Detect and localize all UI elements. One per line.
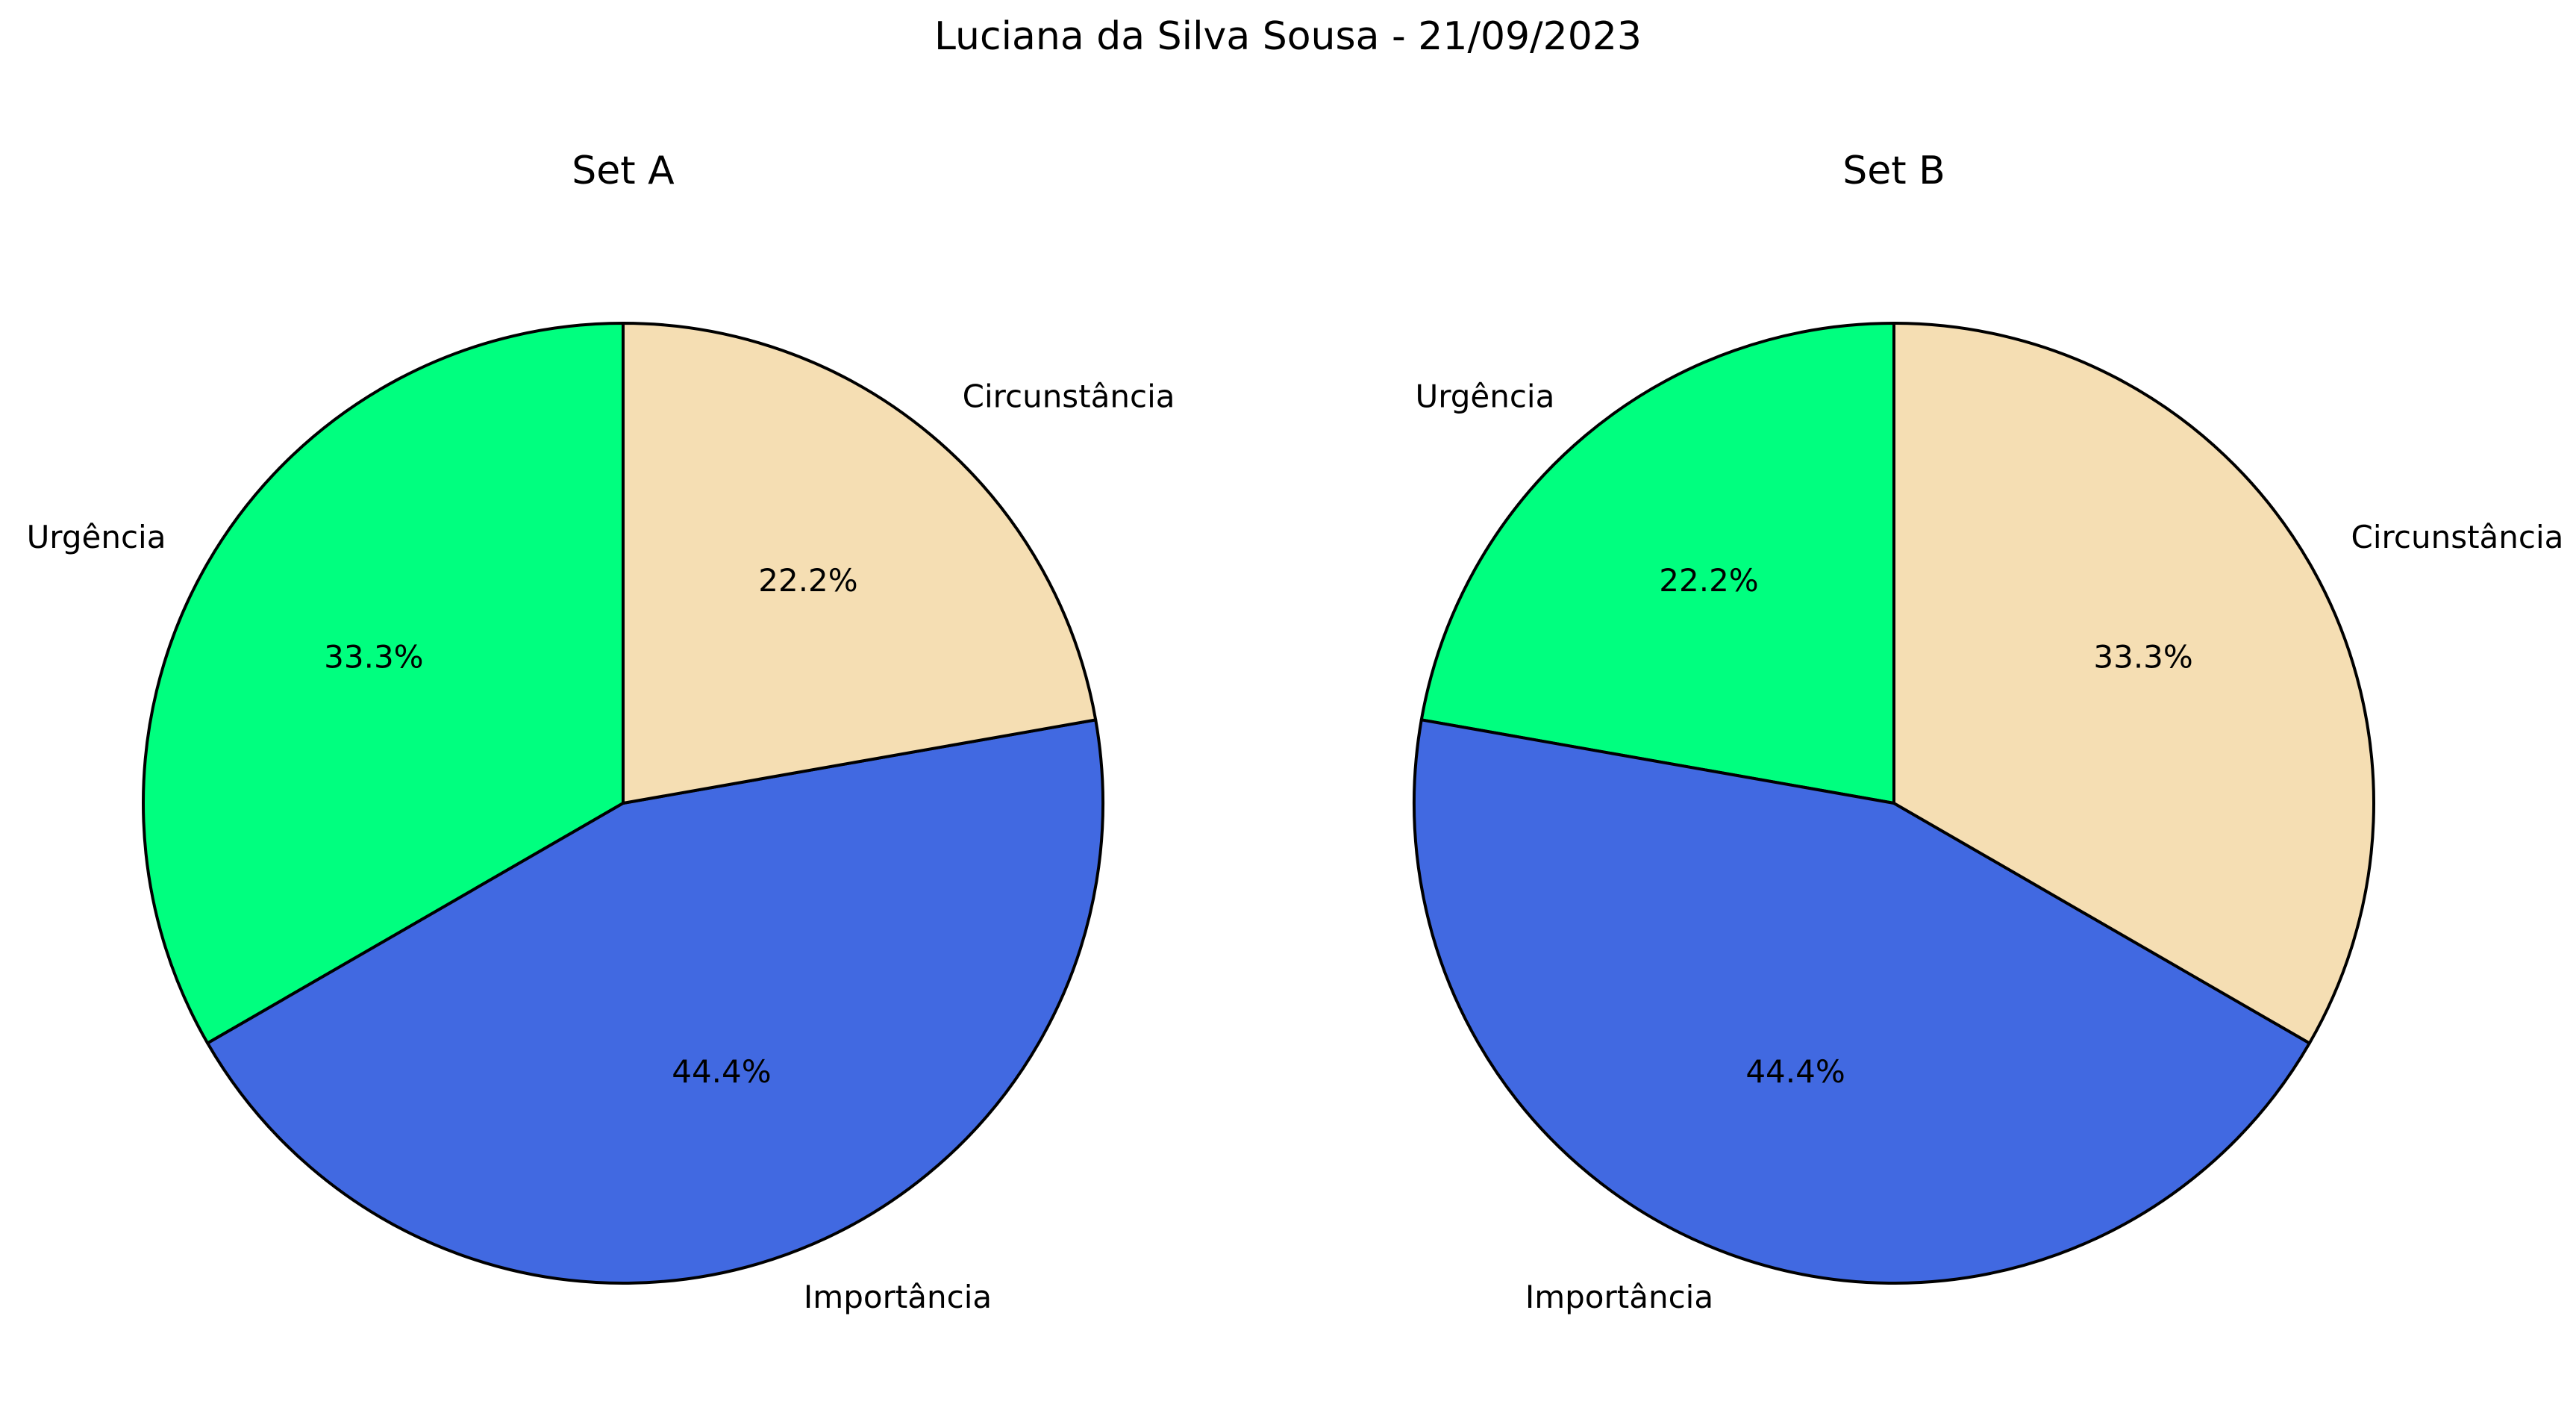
slice-label-set-b-importancia: Importância	[1525, 1279, 1713, 1315]
pct-label-set-a-urgencia: 33.3%	[324, 639, 423, 676]
pie-slice-set-a-urgencia	[142, 322, 625, 1045]
pie-slice-set-a-circunstancia	[622, 322, 1098, 805]
pct-label-set-a-circunstancia: 22.2%	[758, 562, 857, 599]
pie-slice-set-a-importancia	[206, 718, 1104, 1285]
slice-label-set-b-urgencia: Urgência	[1415, 378, 1554, 415]
pct-label-set-b-circunstancia: 33.3%	[2093, 639, 2192, 676]
slice-label-set-b-circunstancia: Circunstância	[2351, 519, 2564, 555]
chart-title-set-a: Set A	[572, 149, 675, 193]
pie-chart-set-a: Set A 33.3% Urgência 44.4% Importância 22.2%…	[27, 149, 1175, 1315]
pie-chart-set-b: Set B 22.2% Urgência 44.4% Importância 33.3%…	[1413, 149, 2564, 1315]
pie-slice-set-b-urgencia	[1419, 322, 1895, 805]
pct-label-set-b-urgencia: 22.2%	[1659, 562, 1758, 599]
slice-label-set-a-importancia: Importância	[804, 1279, 992, 1315]
pie-slice-set-b-circunstancia	[1892, 322, 2375, 1045]
pie-slice-set-b-importancia	[1413, 718, 2311, 1285]
slice-label-set-a-circunstancia: Circunstância	[963, 378, 1175, 415]
figure-title: Luciana da Silva Sousa - 21/09/2023	[934, 14, 1642, 59]
pct-label-set-b-importancia: 44.4%	[1745, 1053, 1845, 1090]
chart-title-set-b: Set B	[1842, 149, 1945, 193]
pct-label-set-a-importancia: 44.4%	[672, 1053, 771, 1090]
slice-label-set-a-urgencia: Urgência	[27, 519, 166, 555]
